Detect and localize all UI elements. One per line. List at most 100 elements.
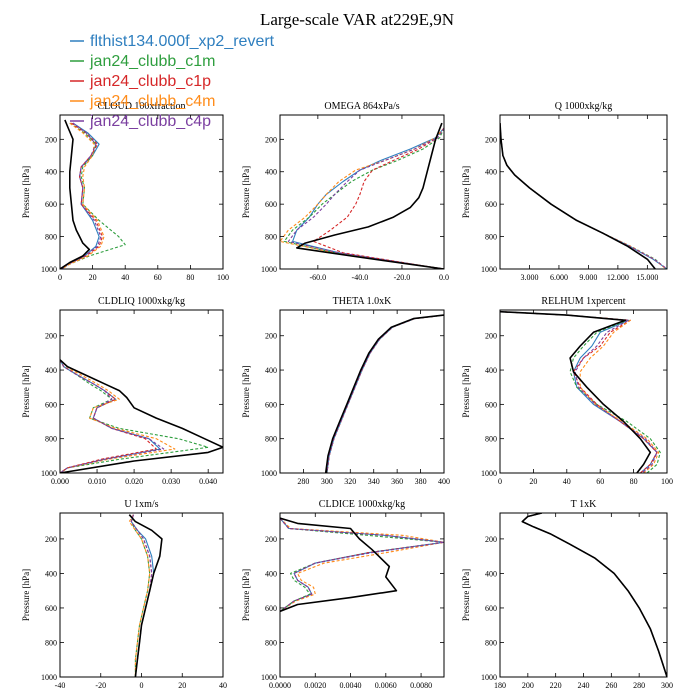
series-group xyxy=(500,310,661,473)
panel-frame xyxy=(279,512,445,678)
x-tick-label: 12.000 xyxy=(607,273,629,282)
y-tick-label: 1000 xyxy=(481,673,497,682)
y-tick-label: 600 xyxy=(45,400,57,409)
x-tick-label: 100 xyxy=(217,273,229,282)
y-axis-label: Pressure [hPa] xyxy=(21,365,31,417)
series-line-jan24-clubb-c4m xyxy=(280,517,444,612)
y-tick-label: 600 xyxy=(45,604,57,613)
legend-label: jan24_clubb_c1p xyxy=(89,73,211,90)
x-tick-label: -40.0 xyxy=(352,273,369,282)
x-tick-label: 0.0 xyxy=(439,273,449,282)
x-tick-label: 0 xyxy=(498,477,502,486)
x-tick-label: 20 xyxy=(178,681,186,690)
x-tick-label: 0.0020 xyxy=(304,681,326,690)
x-tick-label: 60 xyxy=(596,477,604,486)
y-tick-label: 800 xyxy=(485,638,497,647)
series-line-flthist134-000f-xp2-revert xyxy=(61,122,100,269)
figure-title: Large-scale VAR at229E,9N xyxy=(260,10,454,29)
panel-title: CLDLIQ 1000xkg/kg xyxy=(98,296,185,307)
x-tick-label: 80 xyxy=(630,477,638,486)
series-line-control xyxy=(128,514,163,677)
y-tick-label: 1000 xyxy=(481,469,497,478)
y-tick-label: 400 xyxy=(485,168,497,177)
series-line-control xyxy=(60,119,91,269)
series-group xyxy=(128,514,163,677)
panel-5: THETA 1.0xK Pressure [hPa] 200 400 600 800 100… xyxy=(241,296,450,486)
x-tick-label: 220 xyxy=(550,681,562,690)
series-line-jan24-clubb-c1m xyxy=(326,314,444,473)
y-axis-label: Pressure [hPa] xyxy=(241,365,251,417)
series-line-jan24-clubb-c1p xyxy=(61,122,103,269)
y-tick-label: 1000 xyxy=(481,265,497,274)
x-tick-label: 0.020 xyxy=(125,477,143,486)
y-tick-label: 600 xyxy=(265,400,277,409)
y-tick-label: 1000 xyxy=(41,469,57,478)
panel-4: CLDLIQ 1000xkg/kg Pressure [hPa] 200 400 600… xyxy=(21,296,224,486)
series-group xyxy=(280,517,444,613)
series-line-jan24-clubb-c1p xyxy=(326,314,444,473)
x-tick-label: 0.010 xyxy=(88,477,106,486)
y-tick-label: 600 xyxy=(485,604,497,613)
y-tick-label: 200 xyxy=(45,135,57,144)
series-line-jan24-clubb-c1m xyxy=(521,513,667,677)
x-tick-label: 0.000 xyxy=(51,477,69,486)
y-tick-label: 800 xyxy=(45,435,57,444)
legend-item: jan24_clubb_c1p xyxy=(70,73,211,90)
y-axis-label: Pressure [hPa] xyxy=(241,166,251,218)
y-tick-label: 400 xyxy=(45,366,57,375)
y-tick-label: 800 xyxy=(485,233,497,242)
series-line-control xyxy=(500,310,652,473)
y-axis-label: Pressure [hPa] xyxy=(21,166,31,218)
x-tick-label: 200 xyxy=(522,681,534,690)
series-group xyxy=(521,513,667,677)
series-line-control xyxy=(60,359,223,473)
y-tick-label: 400 xyxy=(265,569,277,578)
x-tick-label: 0.0060 xyxy=(375,681,397,690)
x-tick-label: 280 xyxy=(297,477,309,486)
x-tick-label: 0.030 xyxy=(162,477,180,486)
y-tick-label: 800 xyxy=(45,233,57,242)
series-line-jan24-clubb-c4p xyxy=(60,359,165,473)
series-line-jan24-clubb-c1m xyxy=(60,359,209,473)
series-line-jan24-clubb-c4m xyxy=(280,127,444,269)
y-axis-label: Pressure [hPa] xyxy=(21,569,31,621)
panel-title: Q 1000xkg/kg xyxy=(555,101,613,112)
series-line-control xyxy=(500,123,656,269)
panel-frame xyxy=(59,512,224,678)
legend-label: jan24_clubb_c4m xyxy=(89,93,215,110)
x-tick-label: -40 xyxy=(55,681,66,690)
series-group xyxy=(280,122,444,269)
series-line-flthist134-000f-xp2-revert xyxy=(500,311,658,473)
panel-frame xyxy=(499,512,668,678)
panel-frame xyxy=(499,309,668,474)
panel-frame xyxy=(59,309,224,474)
y-tick-label: 600 xyxy=(485,400,497,409)
panel-frame xyxy=(279,114,445,270)
legend-label: jan24_clubb_c1m xyxy=(89,53,215,70)
legend-item: jan24_clubb_c4p xyxy=(70,113,211,130)
panel-title: THETA 1.0xK xyxy=(333,296,392,307)
series-line-jan24-clubb-c1p xyxy=(60,359,157,473)
series-line-jan24-clubb-c4m xyxy=(500,311,660,473)
panel-title: OMEGA 864xPa/s xyxy=(324,101,399,112)
series-group xyxy=(500,123,667,269)
panel-title: T 1xK xyxy=(571,499,597,510)
y-tick-label: 800 xyxy=(45,638,57,647)
series-line-jan24-clubb-c1p xyxy=(313,127,444,269)
x-tick-label: 180 xyxy=(494,681,506,690)
x-tick-label: -60.0 xyxy=(310,273,327,282)
y-axis-label: Pressure [hPa] xyxy=(461,166,471,218)
y-tick-label: 200 xyxy=(485,135,497,144)
x-tick-label: 0.0000 xyxy=(269,681,291,690)
panel-frame xyxy=(59,114,224,270)
x-tick-label: 0.0080 xyxy=(410,681,432,690)
y-tick-label: 400 xyxy=(265,168,277,177)
x-tick-label: 300 xyxy=(661,681,673,690)
series-line-jan24-clubb-c4p xyxy=(521,513,667,677)
series-line-flthist134-000f-xp2-revert xyxy=(130,514,155,677)
y-tick-label: 400 xyxy=(485,569,497,578)
panel-2: OMEGA 864xPa/s Pressure [hPa] 200 400 600 800… xyxy=(241,101,449,282)
x-tick-label: 320 xyxy=(344,477,356,486)
